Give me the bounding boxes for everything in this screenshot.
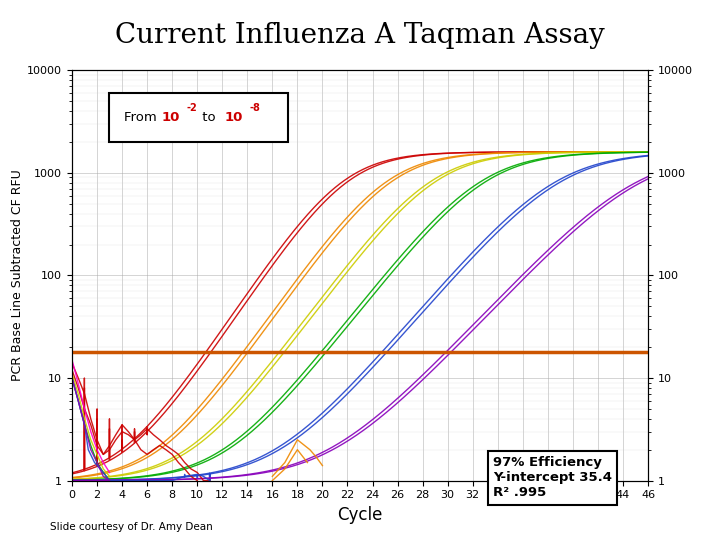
X-axis label: Cycle: Cycle bbox=[337, 506, 383, 524]
Text: Slide courtesy of Dr. Amy Dean: Slide courtesy of Dr. Amy Dean bbox=[50, 522, 213, 532]
Text: 97% Efficiency
Y-intercept 35.4
R² .995: 97% Efficiency Y-intercept 35.4 R² .995 bbox=[493, 456, 612, 500]
Text: -2: -2 bbox=[186, 103, 197, 113]
Text: 10: 10 bbox=[161, 111, 180, 124]
Text: From: From bbox=[124, 111, 161, 124]
Text: 10: 10 bbox=[225, 111, 243, 124]
Text: Current Influenza A Taqman Assay: Current Influenza A Taqman Assay bbox=[115, 22, 605, 49]
Y-axis label: PCR Base Line Subtracted CF RFU: PCR Base Line Subtracted CF RFU bbox=[12, 170, 24, 381]
FancyBboxPatch shape bbox=[109, 93, 288, 142]
Text: -8: -8 bbox=[249, 103, 261, 113]
Text: to: to bbox=[197, 111, 220, 124]
